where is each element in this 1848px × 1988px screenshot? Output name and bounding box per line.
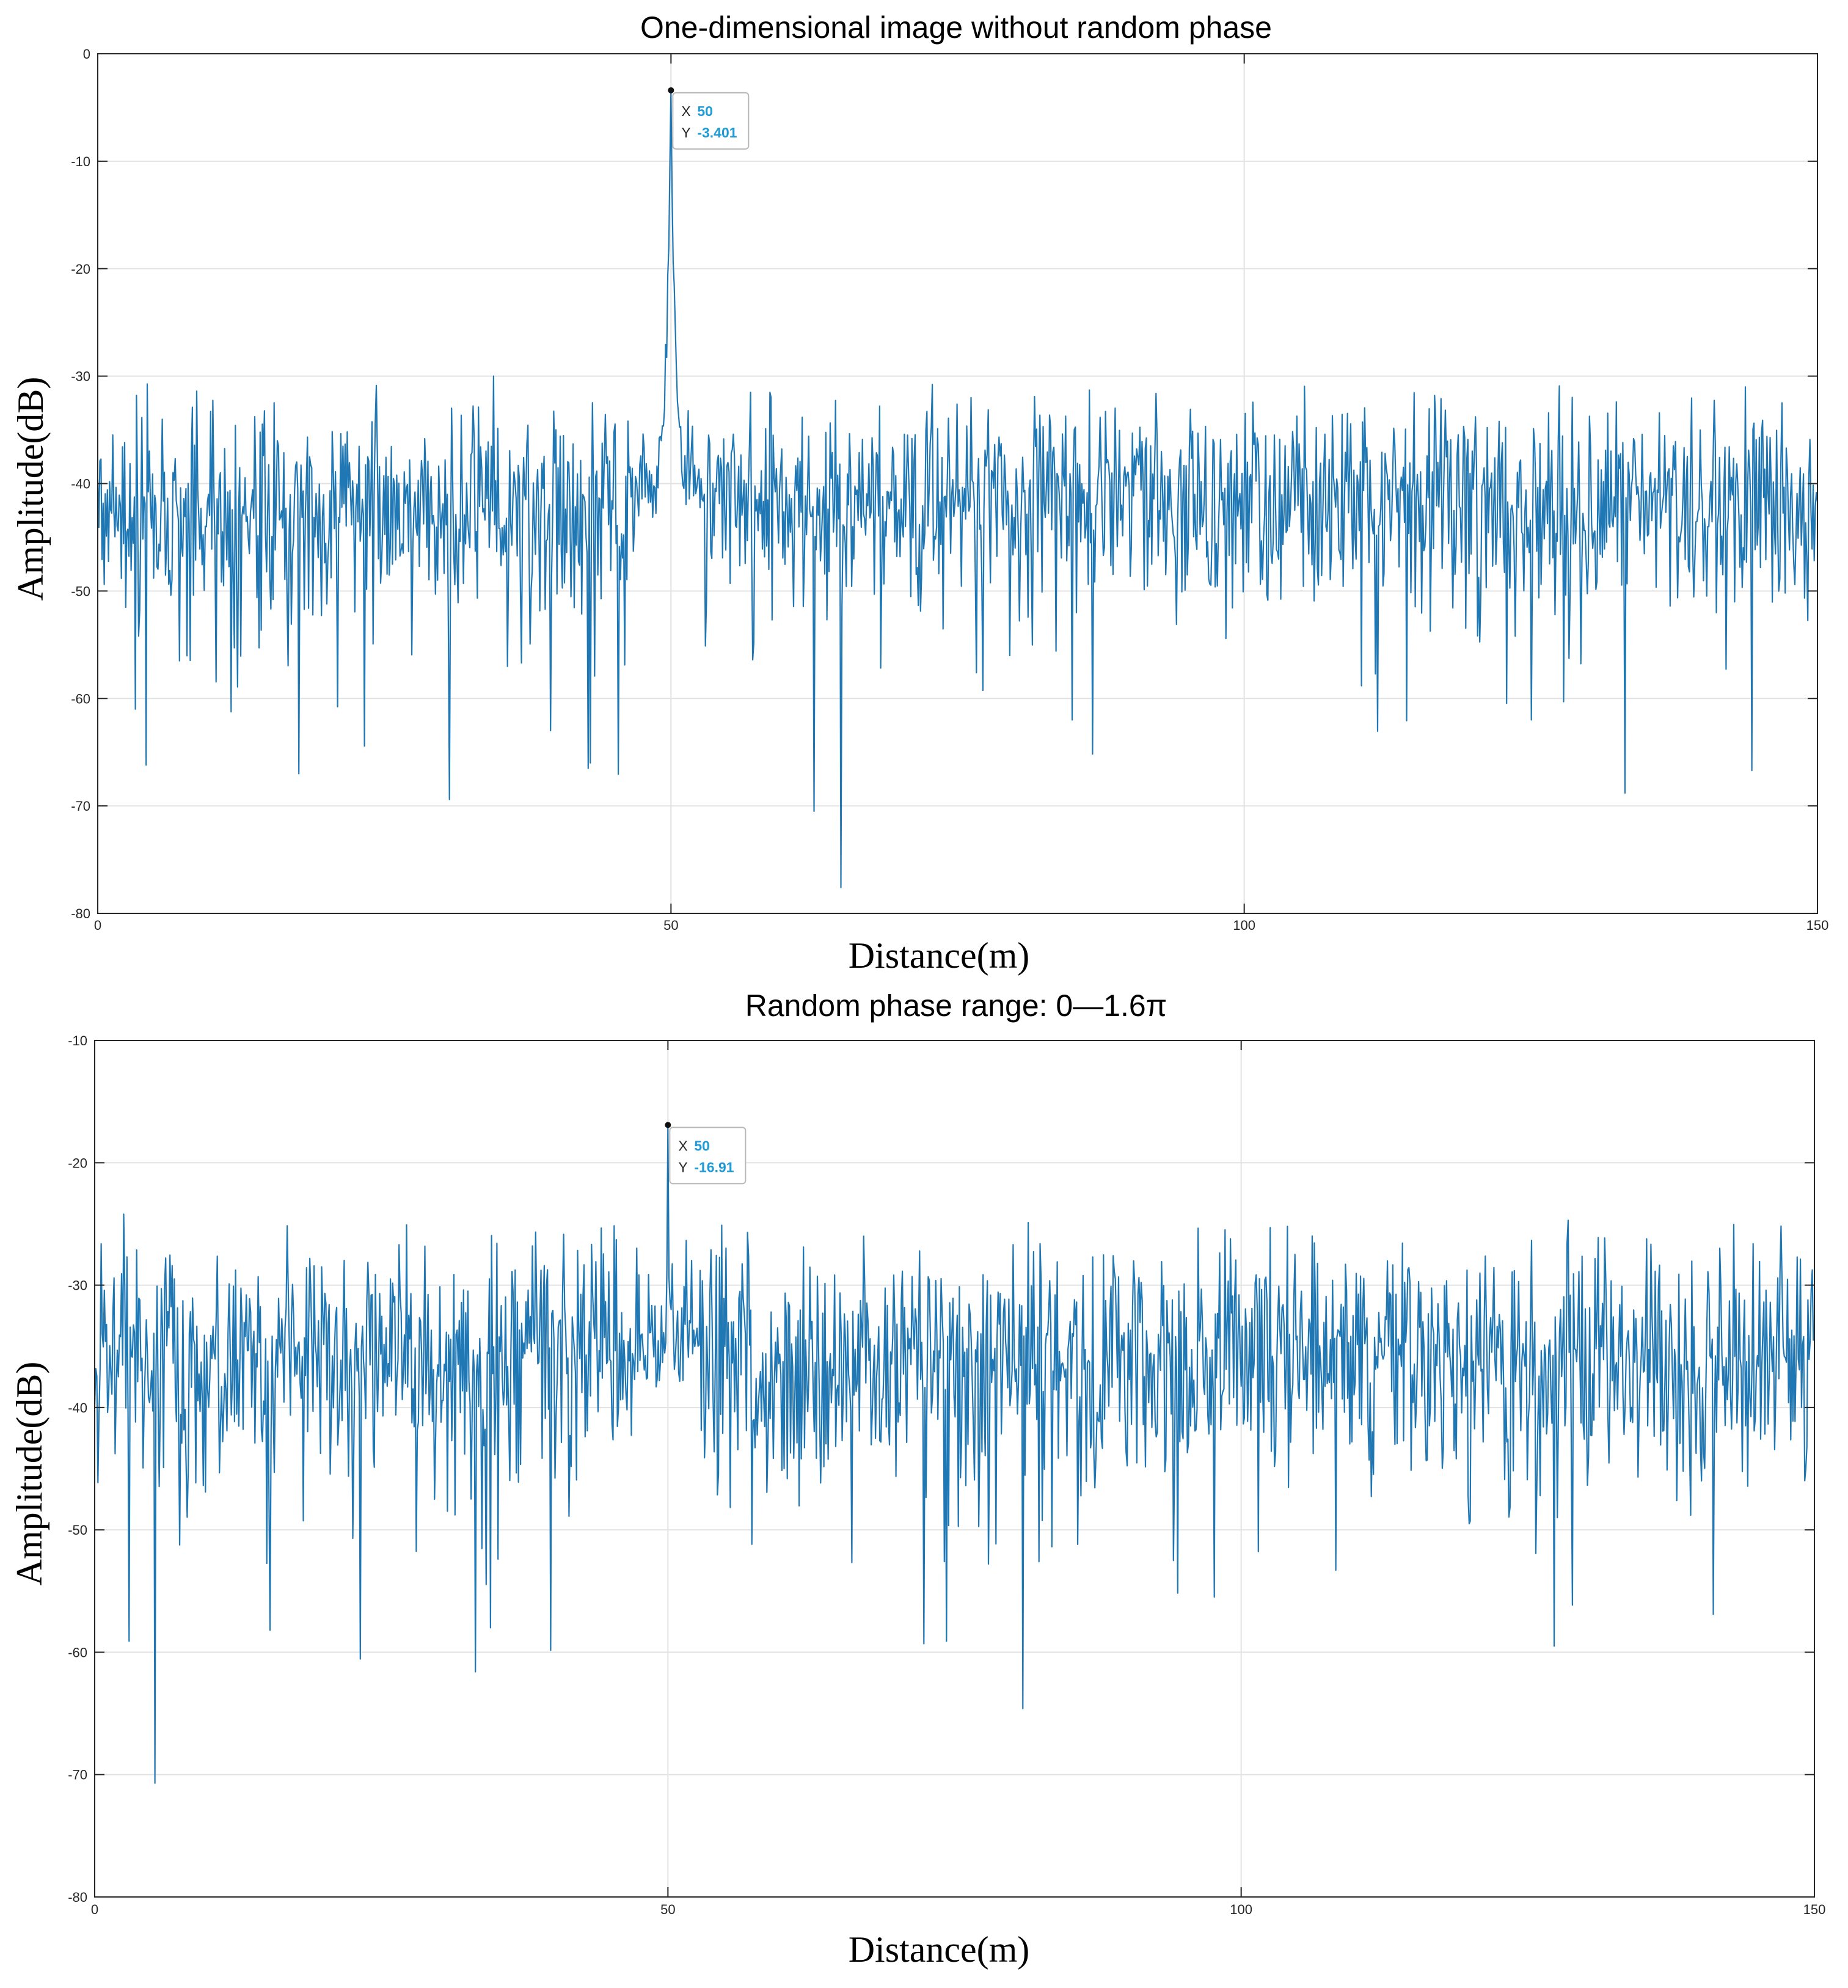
data-tip-y-value: -16.91 — [694, 1159, 734, 1175]
data-tip-y-value: -3.401 — [697, 125, 737, 141]
x-axis-label: Distance(m) — [849, 1929, 1030, 1970]
y-tick-label: 0 — [83, 46, 90, 62]
data-tip-box — [669, 1127, 747, 1185]
y-tick-label: -80 — [71, 906, 90, 921]
y-tick-label: -60 — [71, 691, 90, 706]
y-axis-label: Amplitude(dB) — [10, 377, 51, 601]
y-tick-labels: -10 -20 -30 -40 -50 -60 -70 -80 — [68, 1033, 87, 1905]
chart-title: Random phase range: 0—1.6π — [745, 994, 1167, 1023]
chart-top: One-dimensional image without random pha… — [10, 10, 1828, 976]
y-tick-label: -10 — [71, 154, 90, 169]
series-line — [93, 1124, 1816, 1784]
series-line — [97, 89, 1819, 888]
x-tick-label: 50 — [660, 1902, 675, 1917]
series-group — [93, 1124, 1816, 1784]
y-tick-label: -80 — [68, 1890, 87, 1905]
x-tick-label: 150 — [1803, 1902, 1826, 1917]
tick-marks — [97, 53, 1818, 914]
chart-top-svg: One-dimensional image without random pha… — [10, 10, 1828, 976]
data-tip-x-label: X — [678, 1138, 687, 1153]
y-tick-label: -60 — [68, 1645, 87, 1660]
data-tip-marker[interactable] — [665, 1122, 671, 1128]
y-tick-label: -20 — [71, 261, 90, 277]
y-tick-label: -30 — [71, 369, 90, 384]
data-tip-x-value: 50 — [697, 103, 713, 119]
data-tip-marker[interactable] — [668, 87, 674, 93]
x-tick-label: 0 — [94, 918, 101, 933]
data-tip-y-label: Y — [678, 1159, 687, 1175]
x-axis-label: Distance(m) — [849, 935, 1030, 976]
chart-bottom-svg: Random phase range: 0—1.6π -10-20-30-40-… — [9, 994, 1825, 1970]
y-tick-label: -10 — [68, 1033, 87, 1048]
x-tick-labels: 0 50 100 150 — [91, 1902, 1825, 1917]
x-tick-labels: 0 50 100 150 — [94, 918, 1828, 933]
chart-bottom: Random phase range: 0—1.6π -10 -20 -30 -40-… — [0, 994, 1848, 1988]
series-group — [97, 89, 1819, 888]
y-tick-label: -70 — [71, 798, 90, 814]
y-tick-label: -40 — [68, 1400, 87, 1416]
x-tick-label: 50 — [663, 918, 678, 933]
y-tick-label: -50 — [68, 1522, 87, 1538]
x-tick-label: 100 — [1230, 1902, 1252, 1917]
tick-marks — [94, 1040, 1815, 1898]
x-tick-label: 100 — [1233, 918, 1255, 933]
data-tip-x-value: 50 — [694, 1138, 710, 1153]
chart-title: One-dimensional image without random pha… — [640, 10, 1272, 45]
axes-box — [94, 1040, 1815, 1898]
y-tick-label: -40 — [71, 477, 90, 492]
y-tick-label: -30 — [68, 1278, 87, 1293]
data-tip-y-label: Y — [681, 125, 690, 141]
y-tick-labels: 0 -10 -20 -30 -40 -50 -60 -70 -80 — [71, 46, 90, 921]
y-axis-label: Amplitude(dB) — [9, 1362, 49, 1586]
y-tick-label: -50 — [71, 583, 90, 599]
y-tick-label: -70 — [68, 1767, 87, 1783]
data-tip-x-label: X — [681, 103, 690, 119]
y-tick-label: -20 — [68, 1155, 87, 1171]
data-tip[interactable]: X 50 Y -3.401 — [668, 87, 750, 150]
x-tick-label: 150 — [1806, 918, 1829, 933]
data-tip[interactable]: X 50 Y -16.91 — [665, 1122, 747, 1185]
x-tick-label: 0 — [91, 1902, 98, 1917]
data-tip-box — [672, 92, 750, 150]
